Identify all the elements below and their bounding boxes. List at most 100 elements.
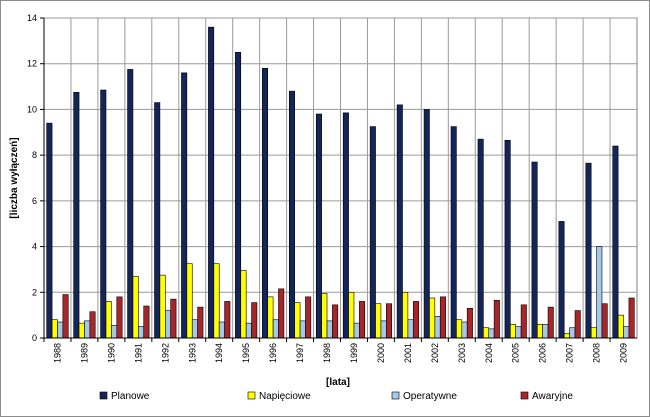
y-tick-label: 14 <box>27 13 37 23</box>
bar-planowe-1993 <box>181 72 188 339</box>
bar-awaryjne-1991 <box>143 305 150 339</box>
bar-operatywne-1997 <box>299 320 306 339</box>
bar-napięciowe-1991 <box>132 275 139 339</box>
bar-operatywne-1992 <box>164 310 171 339</box>
bar-awaryjne-1993 <box>197 306 204 339</box>
bar-operatywne-1990 <box>111 325 118 339</box>
legend: Planowe Napięciowe Operatywne Awaryjne <box>99 391 573 402</box>
bar-planowe-1994 <box>208 26 215 339</box>
y-tick-label: 0 <box>32 333 37 343</box>
bar-operatywne-1998 <box>326 320 333 339</box>
legend-label-napięciowe: Napięciowe <box>259 391 311 402</box>
x-tick-label: 1994 <box>214 343 224 363</box>
y-tick-label: 10 <box>27 104 37 114</box>
bar-awaryjne-1997 <box>305 296 312 339</box>
x-axis-title: [lata] <box>326 377 350 388</box>
bar-planowe-2004 <box>477 138 484 339</box>
x-tick-label: 2006 <box>538 343 548 363</box>
bar-napięciowe-1994 <box>213 263 220 339</box>
x-tick-label: 1995 <box>241 343 251 363</box>
x-tick-label: 1997 <box>295 343 305 363</box>
bar-awaryjne-2009 <box>628 297 635 339</box>
x-tick-label: 2004 <box>484 343 494 363</box>
bar-awaryjne-1989 <box>89 311 96 339</box>
bar-awaryjne-1994 <box>224 301 231 339</box>
legend-swatch-planowe <box>99 391 108 400</box>
x-tick-label: 2003 <box>457 343 467 363</box>
x-tick-label: 2002 <box>430 343 440 363</box>
bar-awaryjne-1998 <box>332 304 339 339</box>
y-tick-label: 4 <box>32 242 37 252</box>
bar-napięciowe-2005 <box>510 323 517 339</box>
bar-napięciowe-1990 <box>105 301 112 339</box>
bar-napięciowe-2003 <box>456 319 463 339</box>
x-tick-label: 2008 <box>592 343 602 363</box>
bar-awaryjne-2003 <box>466 307 473 339</box>
bar-planowe-2003 <box>450 126 457 339</box>
bar-awaryjne-2008 <box>601 303 608 339</box>
legend-swatch-napięciowe <box>247 391 256 400</box>
bar-awaryjne-1988 <box>62 294 69 339</box>
x-tick-label: 2007 <box>565 343 575 363</box>
y-tick-label: 12 <box>27 59 37 69</box>
bar-awaryjne-1999 <box>359 301 366 339</box>
bar-planowe-1999 <box>342 112 349 339</box>
bar-operatywne-1991 <box>138 326 145 339</box>
x-tick-label: 1992 <box>160 343 170 363</box>
bar-planowe-1988 <box>46 122 53 339</box>
bar-planowe-2007 <box>558 221 565 339</box>
bar-planowe-1996 <box>262 67 269 339</box>
bar-planowe-1989 <box>73 91 80 339</box>
bar-operatywne-1995 <box>245 322 252 339</box>
bar-napięciowe-2008 <box>590 327 597 339</box>
bar-planowe-1998 <box>315 113 322 339</box>
x-tick-label: 1993 <box>187 343 197 363</box>
bar-operatywne-1993 <box>191 319 198 339</box>
bar-napięciowe-1993 <box>186 263 193 339</box>
bar-awaryjne-1990 <box>116 296 123 339</box>
bar-napięciowe-2006 <box>536 323 543 339</box>
y-axis-title: [liczba wyłączeń] <box>9 137 20 218</box>
bar-awaryjne-2004 <box>493 299 500 339</box>
bar-operatywne-2004 <box>488 328 495 339</box>
bar-planowe-2009 <box>612 145 619 339</box>
bar-awaryjne-2001 <box>412 301 419 339</box>
bar-napięciowe-1996 <box>267 296 274 339</box>
x-tick-label: 1999 <box>349 343 359 363</box>
bar-planowe-1991 <box>127 69 134 339</box>
bar-napięciowe-2009 <box>617 314 624 339</box>
bar-awaryjne-1995 <box>251 302 258 339</box>
bar-planowe-2008 <box>585 162 592 339</box>
bar-planowe-2005 <box>504 139 511 339</box>
legend-label-planowe: Planowe <box>111 391 150 402</box>
x-tick-label: 2001 <box>403 343 413 363</box>
bar-napięciowe-2000 <box>375 303 382 339</box>
bar-awaryjne-2000 <box>386 303 393 339</box>
bar-planowe-1990 <box>100 89 107 339</box>
bar-awaryjne-2005 <box>520 304 527 339</box>
bar-operatywne-1989 <box>84 320 91 339</box>
bar-operatywne-2002 <box>434 315 441 339</box>
bar-napięciowe-1989 <box>78 322 85 339</box>
bar-planowe-1995 <box>235 51 242 339</box>
bar-planowe-2001 <box>396 104 403 339</box>
bar-operatywne-1994 <box>218 321 225 339</box>
bar-operatywne-1988 <box>57 321 64 339</box>
bar-napięciowe-1995 <box>240 270 247 339</box>
x-tick-label: 1998 <box>322 343 332 363</box>
bar-operatywne-2005 <box>515 326 522 339</box>
bar-operatywne-2006 <box>542 323 549 339</box>
bar-awaryjne-2002 <box>439 296 446 339</box>
legend-swatch-awaryjne <box>520 391 529 400</box>
bar-napięciowe-1997 <box>294 302 301 339</box>
bar-awaryjne-2007 <box>574 310 581 339</box>
bar-napięciowe-2004 <box>483 327 490 339</box>
bar-planowe-1997 <box>288 90 295 339</box>
bar-napięciowe-1998 <box>321 293 328 339</box>
bar-awaryjne-1992 <box>170 298 177 339</box>
bar-napięciowe-2007 <box>563 333 570 339</box>
x-tick-label: 1996 <box>268 343 278 363</box>
bar-planowe-2002 <box>423 109 430 339</box>
x-tick-label: 2000 <box>376 343 386 363</box>
